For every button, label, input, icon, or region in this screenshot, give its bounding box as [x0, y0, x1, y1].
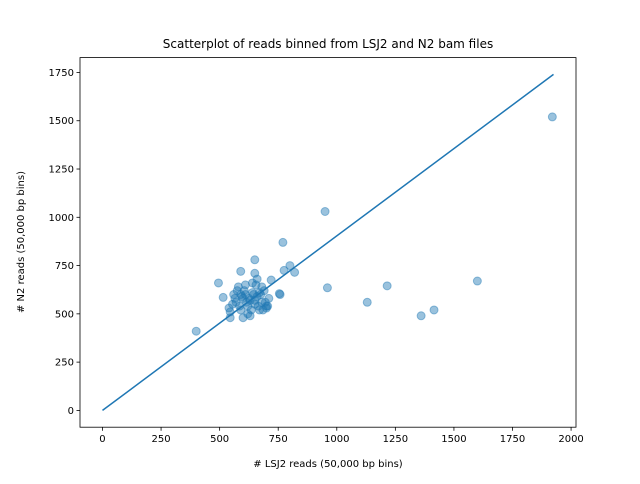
scatter-point: [260, 297, 270, 307]
fit-line: [102, 73, 554, 412]
scatter-point: [261, 303, 271, 313]
scatter-point: [240, 290, 250, 300]
x-tick-label: 0: [99, 434, 105, 445]
scatter-point: [290, 267, 300, 277]
y-tick-label: 500: [55, 309, 74, 320]
x-tick-label: 500: [210, 434, 229, 445]
scatter-point: [263, 301, 273, 311]
scatter-point: [254, 305, 264, 315]
scatter-point: [275, 290, 285, 300]
scatter-point: [230, 293, 240, 303]
scatter-point: [245, 311, 255, 321]
scatter-point: [547, 112, 557, 122]
scatter-point: [239, 286, 249, 296]
x-tick-label: 250: [152, 434, 171, 445]
axes-frame: [79, 57, 577, 428]
scatter-point: [250, 299, 260, 309]
chart-title: Scatterplot of reads binned from LSJ2 an…: [163, 37, 493, 51]
scatter-point: [429, 305, 439, 315]
scatter-point: [274, 289, 284, 299]
scatter-point: [243, 309, 253, 319]
scatter-point: [247, 278, 257, 288]
scatter-point: [261, 301, 271, 311]
scatter-point: [285, 261, 295, 271]
scatter-point: [238, 293, 248, 303]
x-tick-label: 1250: [383, 434, 408, 445]
x-tick-label: 750: [269, 434, 288, 445]
scatter-point: [247, 288, 257, 298]
y-axis-label: # N2 reads (50,000 bp bins): [16, 171, 27, 313]
y-tick-label: 250: [55, 358, 74, 369]
x-tick-label: 2000: [558, 434, 583, 445]
scatter-point: [231, 297, 241, 307]
scatter-point: [238, 313, 248, 323]
scatter-point: [240, 280, 250, 290]
x-axis-label: # LSJ2 reads (50,000 bp bins): [253, 459, 402, 470]
scatter-point: [213, 278, 223, 288]
y-tick-label: 1500: [49, 116, 74, 127]
scatter-point: [229, 290, 239, 300]
scatter-point: [233, 282, 243, 292]
scatter-point: [232, 286, 242, 296]
scatter-point: [246, 305, 256, 315]
scatter-point: [251, 280, 261, 290]
scatter-point: [264, 293, 274, 303]
y-tick-label: 750: [55, 261, 74, 272]
scatter-point: [250, 268, 260, 278]
scatter-point: [250, 255, 260, 265]
y-tick-label: 1250: [49, 165, 74, 176]
y-tick-label: 1750: [49, 68, 74, 79]
y-tick-label: 1000: [49, 213, 74, 224]
scatter-point: [252, 274, 262, 284]
scatter-point: [256, 290, 266, 300]
scatter-point: [362, 297, 372, 307]
scatter-point: [416, 311, 426, 321]
scatter-point: [191, 326, 201, 336]
scatter-point: [320, 207, 330, 217]
scatter-point: [253, 301, 263, 311]
scatter-point: [472, 276, 482, 286]
scatter-point: [382, 281, 392, 291]
scatter-point: [258, 305, 268, 315]
scatter-point: [228, 299, 238, 309]
y-tick-label: 0: [68, 406, 74, 417]
x-tick-label: 1000: [324, 434, 349, 445]
scatter-point: [322, 283, 332, 293]
scatter-point: [257, 297, 267, 307]
scatter-point: [218, 292, 228, 302]
scatter-point: [236, 266, 246, 276]
x-tick-label: 1500: [441, 434, 466, 445]
scatter-point: [224, 303, 234, 313]
x-tick-label: 1750: [500, 434, 525, 445]
scatter-point: [278, 237, 288, 247]
scatter-point: [236, 290, 246, 300]
scatter-point: [237, 291, 247, 301]
